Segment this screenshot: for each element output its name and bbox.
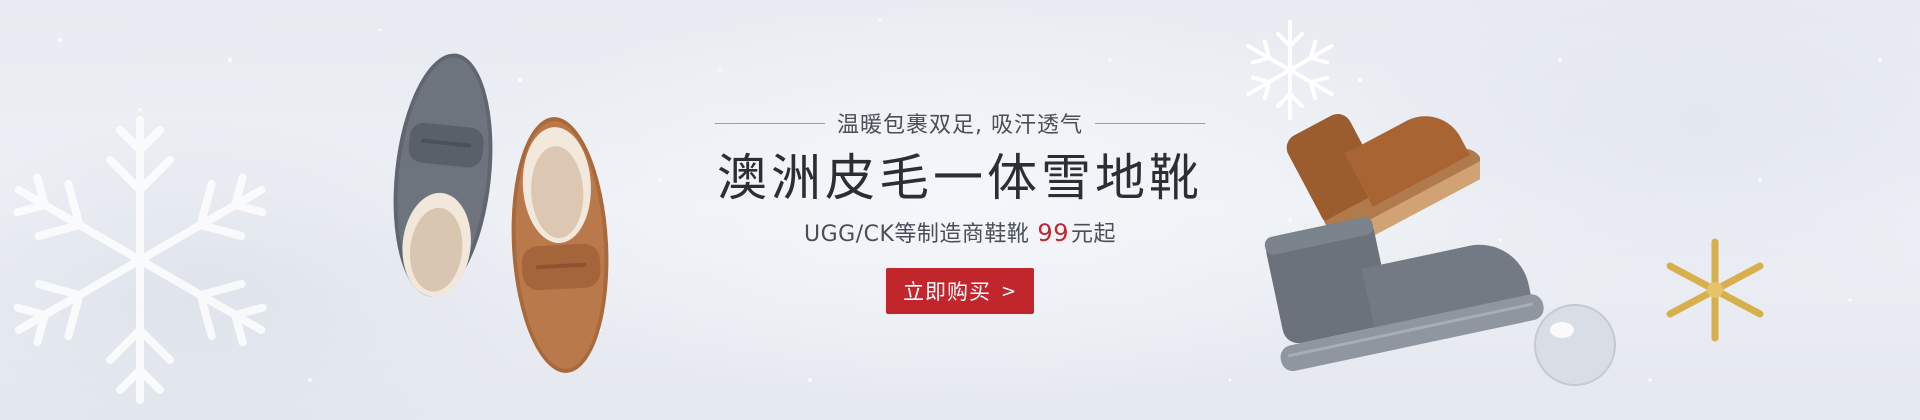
boot-gray-image (1264, 217, 1544, 372)
snowflake-icon (0, 116, 300, 420)
promo-text-block: 温暖包裹双足, 吸汗透气 澳洲皮毛一体雪地靴 UGG/CK等制造商鞋靴 99元起 … (700, 108, 1220, 314)
tagline: 温暖包裹双足, 吸汗透气 (837, 113, 1083, 138)
tagline-divider-left (715, 122, 825, 124)
price-value: 99 (1037, 219, 1069, 247)
buy-now-button[interactable]: 立即购买 > (886, 268, 1034, 314)
price-suffix: 元起 (1070, 222, 1116, 247)
subtitle-text: UGG/CK等制造商鞋靴 (804, 222, 1030, 247)
banner-title: 澳洲皮毛一体雪地靴 (717, 149, 1203, 207)
banner-subtitle: UGG/CK等制造商鞋靴 99元起 (700, 216, 1220, 248)
chevron-right-icon: > (1000, 280, 1018, 302)
snowflake-icon (1240, 20, 1340, 120)
glass-ball-icon (1534, 304, 1616, 386)
loafer-gray-image (393, 53, 493, 297)
tagline-divider-right (1095, 122, 1205, 124)
loafer-brown-image (511, 117, 609, 373)
star-ornament-icon (1666, 238, 1764, 342)
buy-now-label: 立即购买 (902, 280, 991, 304)
tagline-row: 温暖包裹双足, 吸汗透气 (700, 108, 1220, 138)
